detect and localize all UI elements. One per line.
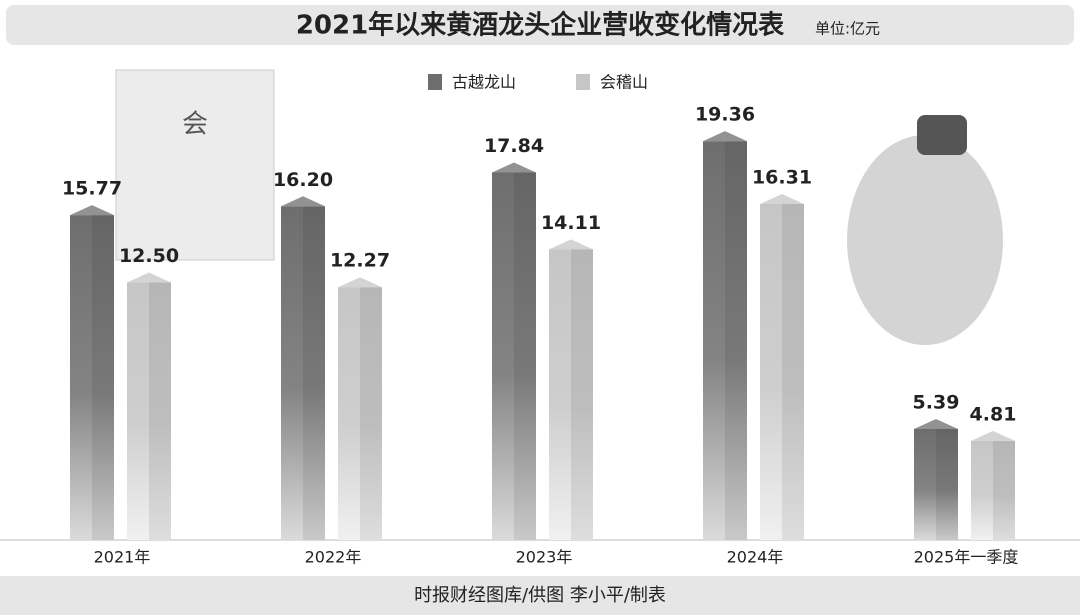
bar-top xyxy=(971,430,1015,441)
bar-side xyxy=(993,440,1015,540)
legend-swatch xyxy=(428,74,442,90)
bar-fade xyxy=(971,440,1015,540)
data-label: 4.81 xyxy=(970,403,1017,425)
bar-fade xyxy=(338,287,382,540)
bar-fade xyxy=(70,215,114,540)
footer-band xyxy=(0,576,1080,615)
bar-top xyxy=(492,162,536,173)
bar-side xyxy=(514,172,536,540)
bar-top xyxy=(338,277,382,288)
bar-side xyxy=(92,215,114,540)
bar-side xyxy=(149,282,171,540)
data-label: 12.27 xyxy=(330,250,390,272)
bar-fade xyxy=(492,172,536,540)
bar-top xyxy=(914,418,958,429)
bar-side xyxy=(782,204,804,540)
legend-label: 古越龙山 xyxy=(452,73,516,92)
legend-swatch xyxy=(576,74,590,90)
bar-top xyxy=(127,272,171,283)
bar-fade xyxy=(127,282,171,540)
bar-fade xyxy=(281,206,325,540)
bar-top xyxy=(281,196,325,207)
bar-fade xyxy=(549,249,593,541)
product-box-image xyxy=(115,69,275,261)
x-tick-label: 2023年 xyxy=(516,548,573,567)
data-label: 15.77 xyxy=(62,178,122,200)
data-label: 16.20 xyxy=(273,169,333,191)
chart-title: 2021年以来黄酒龙头企业营收变化情况表 xyxy=(296,10,785,41)
bar-side xyxy=(936,428,958,540)
bar-side xyxy=(571,249,593,541)
source-note: 时报财经图库/供图 李小平/制表 xyxy=(414,585,666,606)
data-label: 14.11 xyxy=(541,212,601,234)
x-tick-label: 2024年 xyxy=(727,548,784,567)
legend-label: 会稽山 xyxy=(600,73,648,92)
bar-top xyxy=(703,131,747,142)
bar-side xyxy=(360,287,382,540)
bar-top xyxy=(549,239,593,250)
bar-fade xyxy=(914,428,958,540)
bar-fade xyxy=(703,141,747,540)
x-tick-label: 2022年 xyxy=(305,548,362,567)
bar-top xyxy=(70,205,114,216)
data-label: 12.50 xyxy=(119,245,179,267)
data-label: 16.31 xyxy=(752,167,812,189)
bar-side xyxy=(303,206,325,540)
title-band xyxy=(6,5,1074,45)
image-decoration: 会 xyxy=(182,110,208,140)
x-tick-label: 2025年一季度 xyxy=(914,548,1019,567)
data-label: 17.84 xyxy=(484,135,544,157)
data-label: 5.39 xyxy=(913,391,960,413)
bar-side xyxy=(725,141,747,540)
bar-top xyxy=(760,194,804,205)
jar-image xyxy=(847,135,1003,345)
x-tick-label: 2021年 xyxy=(94,548,151,567)
data-label: 19.36 xyxy=(695,104,755,126)
jar-image xyxy=(917,115,967,155)
bar-fade xyxy=(760,204,804,540)
unit-label: 单位:亿元 xyxy=(815,20,880,38)
